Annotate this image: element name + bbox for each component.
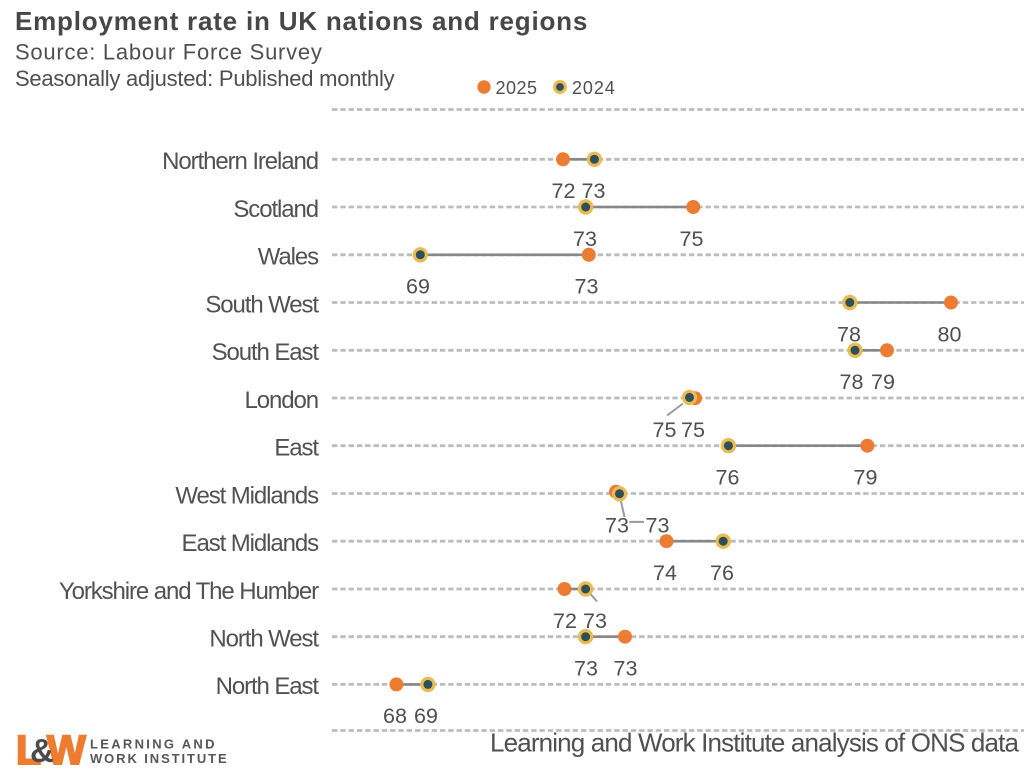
svg-text:72: 72: [553, 609, 577, 633]
svg-text:East: East: [274, 435, 319, 462]
svg-text:WORK INSTITUTE: WORK INSTITUTE: [90, 751, 229, 766]
svg-text:73: 73: [582, 179, 606, 203]
svg-text:Seasonally adjusted: Published: Seasonally adjusted: Published monthly: [15, 66, 395, 91]
svg-text:Employment rate in UK nations: Employment rate in UK nations and region…: [15, 6, 588, 36]
svg-text:80: 80: [938, 322, 962, 346]
svg-text:2024: 2024: [572, 78, 616, 98]
svg-text:72: 72: [552, 179, 576, 203]
svg-text:73: 73: [574, 657, 598, 681]
svg-text:Source: Labour Force Survey: Source: Labour Force Survey: [15, 40, 323, 65]
svg-text:69: 69: [414, 704, 438, 728]
svg-text:East Midlands: East Midlands: [182, 530, 320, 557]
svg-text:Learning and Work Institute an: Learning and Work Institute analysis of …: [490, 728, 1020, 758]
svg-text:73: 73: [575, 275, 599, 299]
svg-text:Yorkshire and The Humber: Yorkshire and The Humber: [59, 578, 319, 605]
svg-text:LEARNING AND: LEARNING AND: [90, 737, 217, 752]
svg-text:Northern Ireland: Northern Ireland: [162, 148, 318, 175]
svg-text:74: 74: [653, 561, 677, 585]
svg-text:73: 73: [583, 609, 607, 633]
svg-text:69: 69: [406, 275, 430, 299]
svg-text:North West: North West: [209, 626, 319, 653]
svg-text:West Midlands: West Midlands: [175, 482, 319, 509]
svg-text:73: 73: [614, 657, 638, 681]
svg-text:76: 76: [716, 466, 740, 490]
svg-text:2025: 2025: [496, 78, 538, 98]
svg-text:L: L: [16, 727, 41, 773]
svg-text:79: 79: [854, 466, 878, 490]
svg-text:W: W: [47, 727, 86, 773]
svg-text:75: 75: [680, 227, 704, 251]
svg-text:73: 73: [646, 513, 670, 537]
svg-text:75: 75: [681, 418, 705, 442]
svg-text:78: 78: [837, 322, 861, 346]
svg-text:Scotland: Scotland: [233, 196, 318, 223]
svg-text:78: 78: [840, 370, 864, 394]
svg-text:North East: North East: [216, 673, 320, 700]
svg-text:76: 76: [710, 561, 734, 585]
svg-text:Wales: Wales: [258, 244, 319, 271]
svg-text:London: London: [245, 387, 319, 414]
svg-text:75: 75: [653, 418, 677, 442]
svg-text:73: 73: [573, 227, 597, 251]
svg-text:&: &: [30, 732, 54, 769]
svg-text:73: 73: [605, 513, 629, 537]
svg-text:South East: South East: [212, 339, 320, 366]
svg-text:79: 79: [871, 370, 895, 394]
svg-text:South West: South West: [205, 291, 319, 318]
svg-text:68: 68: [383, 704, 407, 728]
